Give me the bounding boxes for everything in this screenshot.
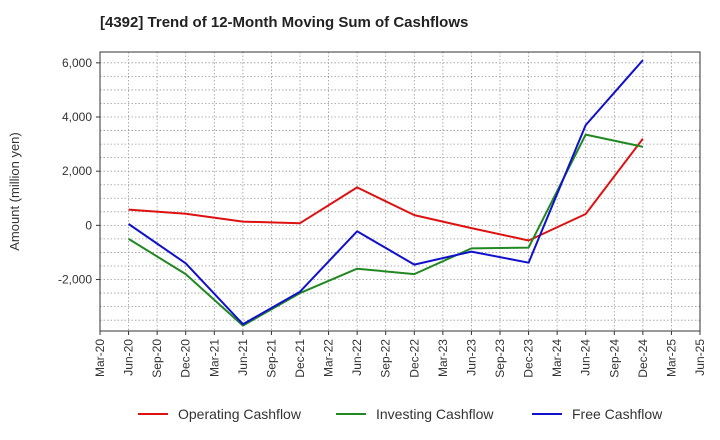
legend-label: Operating Cashflow xyxy=(178,406,302,422)
x-tick-label: Dec-21 xyxy=(293,339,307,378)
x-tick-label: Dec-24 xyxy=(636,339,650,378)
y-tick-label: -2,000 xyxy=(58,273,92,287)
y-tick-label: 6,000 xyxy=(62,56,92,70)
series-line xyxy=(128,59,644,326)
x-tick-label: Dec-20 xyxy=(179,339,193,378)
y-tick-label: 4,000 xyxy=(62,110,92,124)
x-tick-label: Mar-24 xyxy=(550,339,564,377)
x-tick-label: Sep-21 xyxy=(264,339,278,378)
x-tick-label: Sep-23 xyxy=(493,339,507,378)
series-line xyxy=(128,133,644,327)
plot-frame xyxy=(99,51,701,332)
y-tick-label: 0 xyxy=(85,218,92,232)
x-tick-label: Mar-22 xyxy=(322,339,336,377)
x-tick-label: Mar-23 xyxy=(436,339,450,377)
x-tick-label: Jun-23 xyxy=(464,339,478,376)
chart-title: [4392] Trend of 12-Month Moving Sum of C… xyxy=(100,14,469,31)
y-axis-label: Amount (million yen) xyxy=(7,132,22,251)
x-tick-label: Jun-24 xyxy=(579,339,593,376)
x-tick-label: Mar-21 xyxy=(207,339,221,377)
x-tick-label: Sep-24 xyxy=(607,339,621,378)
y-tick-label: 2,000 xyxy=(62,164,92,178)
x-tick-label: Jun-25 xyxy=(693,339,707,376)
x-tick-label: Mar-20 xyxy=(93,339,107,377)
legend-label: Investing Cashflow xyxy=(376,406,494,422)
series-line xyxy=(128,138,644,242)
x-tick-label: Sep-22 xyxy=(379,339,393,378)
x-tick-label: Jun-22 xyxy=(350,339,364,376)
legend-label: Free Cashflow xyxy=(572,406,663,422)
x-tick-label: Dec-22 xyxy=(407,339,421,378)
x-tick-label: Jun-20 xyxy=(122,339,136,376)
x-tick-label: Jun-21 xyxy=(236,339,250,376)
x-tick-label: Sep-20 xyxy=(150,339,164,378)
x-tick-label: Mar-25 xyxy=(664,339,678,377)
x-tick-label: Dec-23 xyxy=(522,339,536,378)
